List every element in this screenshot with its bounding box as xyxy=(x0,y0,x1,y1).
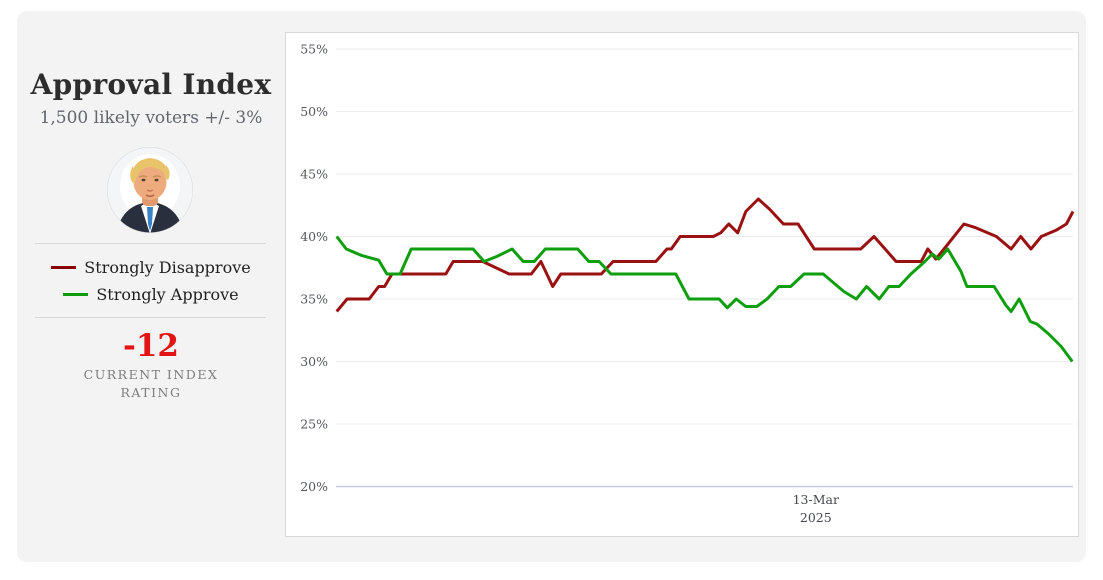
sample-size-subtitle: 1,500 likely voters +/- 3% xyxy=(39,108,263,128)
legend-item-strongly-disapprove: Strongly Disapprove xyxy=(17,254,285,281)
approve-line-swatch xyxy=(63,293,89,296)
current-index-rating-caption: CURRENT INDEX RATING xyxy=(17,366,285,402)
series-line-strongly-approve xyxy=(335,235,1074,363)
trump-avatar xyxy=(106,146,194,234)
approval-trend-chart: 55% 50% 45% 40% 35% 30% 25% 20% 13-Mar 2025 xyxy=(300,42,1075,525)
legend: Strongly Disapprove Strongly Approve xyxy=(17,254,285,308)
legend-label-strongly-disapprove: Strongly Disapprove xyxy=(84,258,251,277)
legend-item-strongly-approve: Strongly Approve xyxy=(17,281,285,308)
chart-box: 55% 50% 45% 40% 35% 30% 25% 20% 13-Mar 2025 xyxy=(285,32,1079,537)
approval-index-card: Approval Index 1,500 likely voters +/- 3… xyxy=(17,11,1086,562)
disapprove-line-swatch xyxy=(51,266,77,269)
y-axis-tick-label: 20% xyxy=(300,479,328,494)
divider xyxy=(35,243,266,244)
rating-caption-line-1: CURRENT INDEX xyxy=(83,367,219,382)
series-line-strongly-disapprove xyxy=(335,197,1075,313)
trump-avatar-image xyxy=(107,147,193,233)
page-title: Approval Index xyxy=(30,68,272,101)
summary-panel: Approval Index 1,500 likely voters +/- 3… xyxy=(17,11,285,562)
y-axis-tick-label: 40% xyxy=(300,229,328,244)
y-axis-tick-label: 30% xyxy=(300,354,328,369)
legend-label-strongly-approve: Strongly Approve xyxy=(96,285,239,304)
y-axis-tick-label: 55% xyxy=(300,42,328,57)
y-axis-tick-label: 35% xyxy=(300,292,328,307)
y-axis-tick-label: 50% xyxy=(300,104,328,119)
divider xyxy=(35,317,266,318)
x-axis-tick-label-year: 2025 xyxy=(800,510,832,525)
y-axis-tick-label: 45% xyxy=(300,167,328,182)
x-axis-tick-label-date: 13-Mar xyxy=(793,492,839,507)
current-index-rating-value: -12 xyxy=(122,328,179,364)
y-axis-tick-label: 25% xyxy=(300,417,328,432)
rating-caption-line-2: RATING xyxy=(120,385,182,401)
